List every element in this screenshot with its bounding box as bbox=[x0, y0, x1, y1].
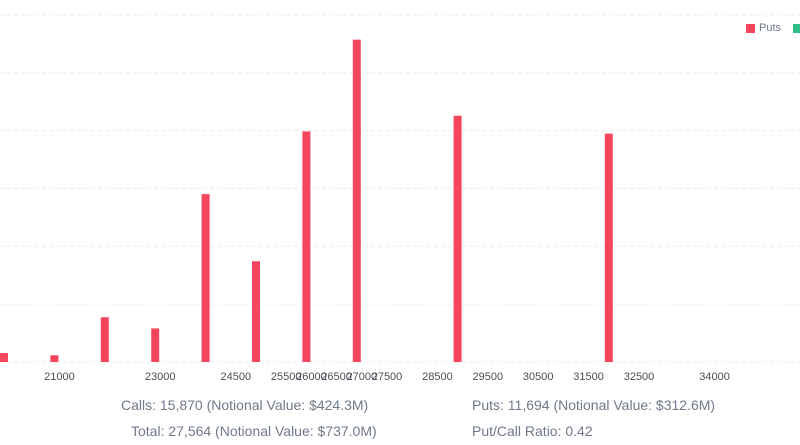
puts-summary: Puts: 11,694 (Notional Value: $312.6M) bbox=[472, 397, 716, 413]
bar-puts-21000[interactable] bbox=[50, 355, 59, 362]
legend-label-puts: Puts bbox=[759, 22, 782, 34]
legend: Puts bbox=[746, 22, 800, 34]
total-summary: Total: 27,564 (Notional Value: $737.0M) bbox=[131, 423, 377, 439]
x-tick-label: 27000 bbox=[347, 371, 378, 383]
bars bbox=[0, 39, 613, 363]
calls-summary: Calls: 15,870 (Notional Value: $424.3M) bbox=[121, 397, 369, 413]
x-tick-label: 31500 bbox=[573, 371, 604, 383]
put-call-ratio: Put/Call Ratio: 0.42 bbox=[472, 423, 593, 439]
x-tick-label: 26000 bbox=[296, 371, 327, 383]
bar-puts-29000[interactable] bbox=[453, 115, 462, 362]
bar-puts-25000[interactable] bbox=[252, 261, 260, 362]
grid-lines bbox=[0, 14, 800, 363]
x-tick-label: 32500 bbox=[624, 371, 655, 383]
legend-swatch-calls bbox=[793, 23, 800, 33]
bar-puts-32000[interactable] bbox=[604, 133, 613, 362]
legend-item-puts[interactable]: Puts bbox=[746, 22, 781, 34]
legend-swatch-puts bbox=[746, 23, 755, 33]
x-tick-label: 21000 bbox=[44, 371, 75, 383]
x-tick-label: 28500 bbox=[422, 371, 453, 383]
x-axis-ticks: 21000 23000 24500 2550026000265002700027500… bbox=[44, 371, 730, 383]
x-tick-label: 27500 bbox=[372, 371, 403, 383]
bar-puts-27000[interactable] bbox=[352, 39, 361, 363]
x-tick-label: 29500 bbox=[473, 371, 504, 383]
bar-puts-20000[interactable] bbox=[0, 353, 8, 362]
bar-puts-26000[interactable] bbox=[302, 131, 311, 362]
legend-item-calls[interactable] bbox=[793, 23, 800, 33]
x-tick-label: 23000 bbox=[145, 371, 176, 383]
x-tick-label: 25500 bbox=[271, 371, 302, 383]
bar-puts-24000[interactable] bbox=[201, 194, 210, 362]
bar-puts-22000[interactable] bbox=[100, 317, 109, 362]
x-tick-label: 26500 bbox=[321, 371, 352, 383]
x-tick-label: 34000 bbox=[699, 371, 730, 383]
x-tick-label: 24500 bbox=[221, 371, 252, 383]
x-tick-label: 30500 bbox=[523, 371, 554, 383]
bar-puts-23000[interactable] bbox=[151, 328, 160, 362]
